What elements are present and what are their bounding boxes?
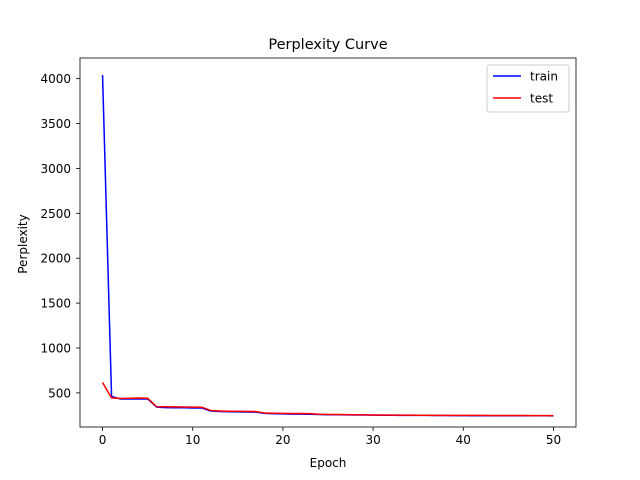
x-tick-label: 40 xyxy=(456,433,471,447)
y-tick-label: 4000 xyxy=(40,72,71,86)
chart-title: Perplexity Curve xyxy=(268,37,387,53)
y-axis-label: Perplexity xyxy=(16,214,30,274)
y-tick-label: 3500 xyxy=(40,117,71,131)
axis-ticks: 0 10 20 30 40 50 500 1000 1500 2000 2500 3000 3500 40… xyxy=(40,72,561,447)
y-tick-label: 1000 xyxy=(40,341,71,355)
legend-label-train: train xyxy=(530,70,558,84)
x-axis-label: Epoch xyxy=(310,456,347,470)
x-tick-label: 10 xyxy=(185,433,200,447)
axes-frame xyxy=(79,57,577,428)
series-line-test xyxy=(101,382,554,417)
y-tick-label: 500 xyxy=(48,386,71,400)
y-tick-label: 3000 xyxy=(40,162,71,176)
x-tick-label: 20 xyxy=(275,433,290,447)
legend-label-test: test xyxy=(530,92,553,106)
x-tick-label: 50 xyxy=(546,433,561,447)
x-tick-label: 30 xyxy=(365,433,380,447)
y-tick-label: 2000 xyxy=(40,252,71,266)
y-tick-label: 1500 xyxy=(40,297,71,311)
y-tick-label: 2500 xyxy=(40,207,71,221)
x-tick-label: 0 xyxy=(99,433,107,447)
plot-area xyxy=(79,57,577,428)
legend: train test xyxy=(486,64,570,113)
